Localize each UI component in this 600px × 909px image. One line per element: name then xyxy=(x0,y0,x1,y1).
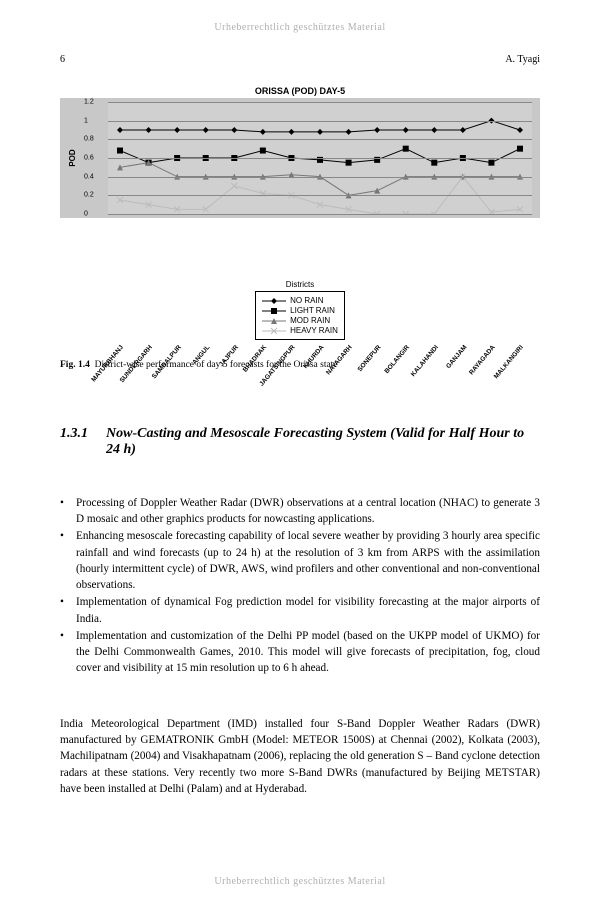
series-marker xyxy=(431,127,437,133)
legend-swatch xyxy=(262,317,286,325)
gridline xyxy=(108,102,532,103)
gridline xyxy=(108,177,532,178)
author-running: A. Tyagi xyxy=(505,54,540,65)
series-marker xyxy=(431,160,437,166)
series-marker xyxy=(488,160,494,166)
legend-label: HEAVY RAIN xyxy=(290,326,338,335)
legend-title: Districts xyxy=(286,280,314,289)
legend-label: NO RAIN xyxy=(290,296,323,305)
series-marker xyxy=(403,146,409,152)
y-tick-label: 0.2 xyxy=(84,192,94,199)
series-marker xyxy=(317,129,323,135)
legend-item: MOD RAIN xyxy=(262,316,338,325)
series-marker xyxy=(174,127,180,133)
y-axis-label: POD xyxy=(68,149,77,166)
legend-item: HEAVY RAIN xyxy=(262,326,338,335)
section-heading: 1.3.1 Now-Casting and Mesoscale Forecast… xyxy=(60,426,540,458)
legend-box: NO RAINLIGHT RAINMOD RAINHEAVY RAIN xyxy=(255,291,345,340)
legend-label: LIGHT RAIN xyxy=(290,306,335,315)
pod-chart: ORISSA (POD) DAY-5 POD 0 0.2 0.4 0.6 0.8 1 1.2… xyxy=(60,86,540,340)
gridline xyxy=(108,195,532,196)
legend-item: NO RAIN xyxy=(262,296,338,305)
series-marker xyxy=(403,127,409,133)
y-tick-label: 0.4 xyxy=(84,173,94,180)
caption-text: District-wise performance of day 5 forec… xyxy=(95,360,338,370)
legend-label: MOD RAIN xyxy=(290,316,330,325)
chart-area: POD 0 0.2 0.4 0.6 0.8 1 1.2 xyxy=(60,98,540,218)
legend-swatch xyxy=(262,327,286,335)
series-marker xyxy=(288,129,294,135)
y-tick-label: 0.8 xyxy=(84,136,94,143)
gridline xyxy=(108,214,532,215)
chart-title: ORISSA (POD) DAY-5 xyxy=(60,86,540,96)
series-marker xyxy=(374,127,380,133)
gridline xyxy=(108,158,532,159)
series-marker xyxy=(260,129,266,135)
legend-swatch xyxy=(262,307,286,315)
page-number: 6 xyxy=(60,54,65,65)
watermark-bottom: Urheberrechtlich geschütztes Material xyxy=(214,876,385,887)
series-marker xyxy=(260,148,266,154)
series-marker xyxy=(517,146,523,152)
series-marker xyxy=(117,127,123,133)
gridline xyxy=(108,139,532,140)
series-marker xyxy=(231,127,237,133)
series-marker xyxy=(231,183,237,189)
watermark-top: Urheberrechtlich geschütztes Material xyxy=(214,22,385,33)
figure-caption: Fig. 1.4 District-wise performance of da… xyxy=(60,360,540,370)
series-marker xyxy=(117,148,123,154)
section-number: 1.3.1 xyxy=(60,426,88,458)
gridline xyxy=(108,121,532,122)
bullet-item: Implementation and customization of the … xyxy=(60,628,540,677)
bullet-item: Processing of Doppler Weather Radar (DWR… xyxy=(60,495,540,527)
bullet-item: Implementation of dynamical Fog predicti… xyxy=(60,594,540,626)
body-paragraph: India Meteorological Department (IMD) in… xyxy=(60,716,540,797)
y-tick-label: 1 xyxy=(84,117,88,124)
series-marker xyxy=(346,160,352,166)
series-marker xyxy=(517,127,523,133)
series-marker xyxy=(146,127,152,133)
y-tick-label: 0.6 xyxy=(84,155,94,162)
series-marker xyxy=(460,127,466,133)
section-title: Now-Casting and Mesoscale Forecasting Sy… xyxy=(106,426,540,458)
bullet-item: Enhancing mesoscale forecasting capabili… xyxy=(60,528,540,593)
legend: Districts NO RAINLIGHT RAINMOD RAINHEAVY… xyxy=(60,280,540,340)
series-marker xyxy=(203,127,209,133)
y-tick-label: 1.2 xyxy=(84,99,94,106)
legend-item: LIGHT RAIN xyxy=(262,306,338,315)
caption-label: Fig. 1.4 xyxy=(60,360,90,370)
legend-swatch xyxy=(262,297,286,305)
bullet-list: Processing of Doppler Weather Radar (DWR… xyxy=(60,495,540,678)
running-header: 6 A. Tyagi xyxy=(60,54,540,65)
series-marker xyxy=(346,129,352,135)
y-tick-label: 0 xyxy=(84,211,88,218)
